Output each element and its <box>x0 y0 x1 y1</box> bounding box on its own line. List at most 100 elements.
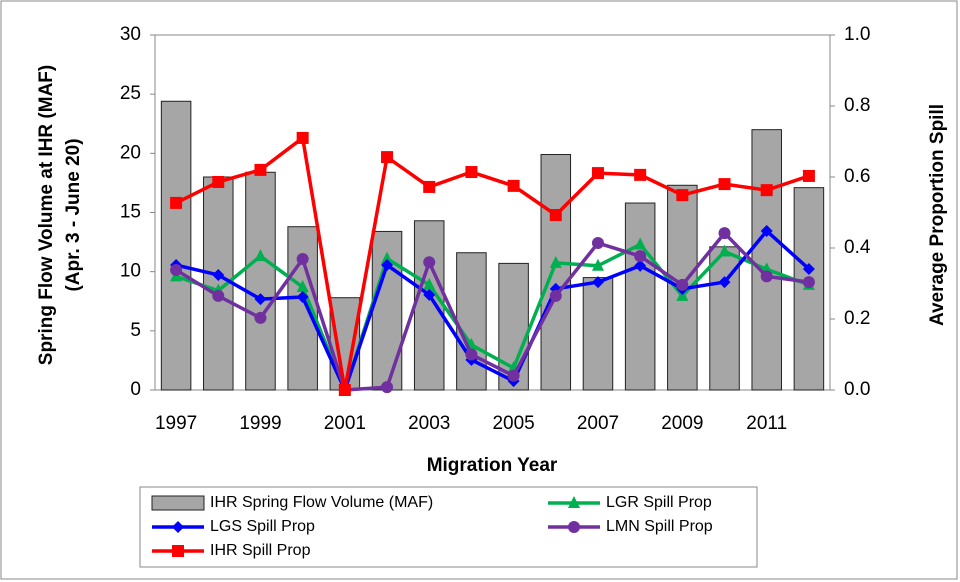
line <box>175 136 810 392</box>
bar <box>160 100 192 391</box>
marker <box>296 131 309 144</box>
legend-label: IHR Spill Prop <box>210 542 311 559</box>
bar <box>456 252 487 391</box>
legend-marker <box>172 521 184 533</box>
marker <box>591 258 604 271</box>
legend <box>139 486 758 568</box>
marker <box>296 253 309 266</box>
legend-label: LMN Spill Prop <box>606 518 713 535</box>
marker <box>718 178 731 191</box>
bar <box>329 297 361 391</box>
marker <box>676 288 689 301</box>
marker <box>212 268 225 281</box>
marker <box>507 179 520 192</box>
bar <box>624 202 656 391</box>
marker <box>254 293 267 306</box>
y-tick-label: 15 <box>120 202 141 223</box>
marker <box>423 256 436 269</box>
y2-tick-label: 0.4 <box>844 237 871 258</box>
x-tick-label: 2009 <box>661 413 703 434</box>
marker <box>338 384 351 396</box>
legend-label: IHR Spring Flow Volume (MAF) <box>210 494 433 511</box>
x-axis-title: Migration Year <box>427 455 558 476</box>
marker <box>423 288 436 301</box>
y2-tick-label: 0.8 <box>844 95 870 116</box>
marker <box>760 184 773 197</box>
legend-marker <box>172 545 184 557</box>
marker <box>465 348 478 361</box>
marker <box>676 189 689 202</box>
marker <box>549 289 562 302</box>
marker <box>465 166 478 179</box>
legend-label: LGR Spill Prop <box>606 494 712 511</box>
marker <box>718 227 731 240</box>
x-tick-label: 2007 <box>577 413 619 434</box>
marker <box>549 208 562 221</box>
line <box>175 231 810 392</box>
marker <box>212 289 225 302</box>
marker <box>423 180 436 193</box>
marker <box>591 167 604 180</box>
bar <box>751 129 782 391</box>
marker <box>381 381 394 394</box>
marker <box>718 276 731 289</box>
marker <box>381 251 394 264</box>
marker <box>212 175 225 188</box>
marker <box>381 151 394 164</box>
y-tick-label: 20 <box>120 142 141 163</box>
y2-axis-title: Average Proportion Spill <box>927 104 948 326</box>
marker <box>296 290 309 303</box>
y-axis-subtitle: (Apr. 3 - June 20) <box>63 138 84 291</box>
marker <box>507 369 520 382</box>
marker <box>802 169 815 182</box>
marker <box>170 264 183 277</box>
marker <box>634 259 647 272</box>
marker <box>254 163 267 176</box>
marker <box>170 196 183 209</box>
y-tick-label: 5 <box>130 320 141 341</box>
marker <box>802 262 815 275</box>
x-tick-label: 2011 <box>746 413 787 434</box>
marker <box>718 244 731 257</box>
bar <box>413 220 445 391</box>
y-tick-label: 30 <box>120 24 141 45</box>
x-tick-label: 2001 <box>324 413 366 434</box>
marker <box>549 255 562 268</box>
y-axis-title: Spring Flow Volume at IHR (MAF) <box>36 65 57 365</box>
marker <box>634 250 647 263</box>
line <box>175 242 810 392</box>
y-tick-label: 0 <box>130 379 141 400</box>
marker <box>760 270 773 283</box>
legend-marker <box>568 496 580 508</box>
y-tick-label: 25 <box>120 83 141 104</box>
marker <box>634 237 647 250</box>
y2-tick-label: 0.6 <box>844 166 870 187</box>
legend-swatch <box>151 495 205 511</box>
line <box>175 229 811 392</box>
legend-marker <box>568 521 580 533</box>
y2-tick-label: 0.0 <box>844 379 870 400</box>
marker <box>802 276 815 289</box>
x-tick-label: 1999 <box>239 413 281 434</box>
legend-label: LGS Spill Prop <box>210 518 315 535</box>
marker <box>676 278 689 291</box>
marker <box>591 276 604 289</box>
x-tick-label: 2005 <box>492 413 534 434</box>
marker <box>381 259 394 272</box>
y2-tick-label: 1.0 <box>844 24 870 45</box>
bar <box>245 171 276 391</box>
marker <box>634 168 647 181</box>
marker <box>591 237 604 250</box>
x-tick-label: 2003 <box>408 413 450 434</box>
y-tick-label: 10 <box>120 261 141 282</box>
y2-tick-label: 0.2 <box>844 308 870 329</box>
marker <box>296 280 309 293</box>
marker <box>760 224 773 237</box>
bar <box>540 154 572 391</box>
marker <box>423 277 436 290</box>
bar <box>582 277 614 391</box>
marker <box>254 311 267 324</box>
marker <box>254 249 267 262</box>
x-tick-label: 1997 <box>155 413 197 434</box>
